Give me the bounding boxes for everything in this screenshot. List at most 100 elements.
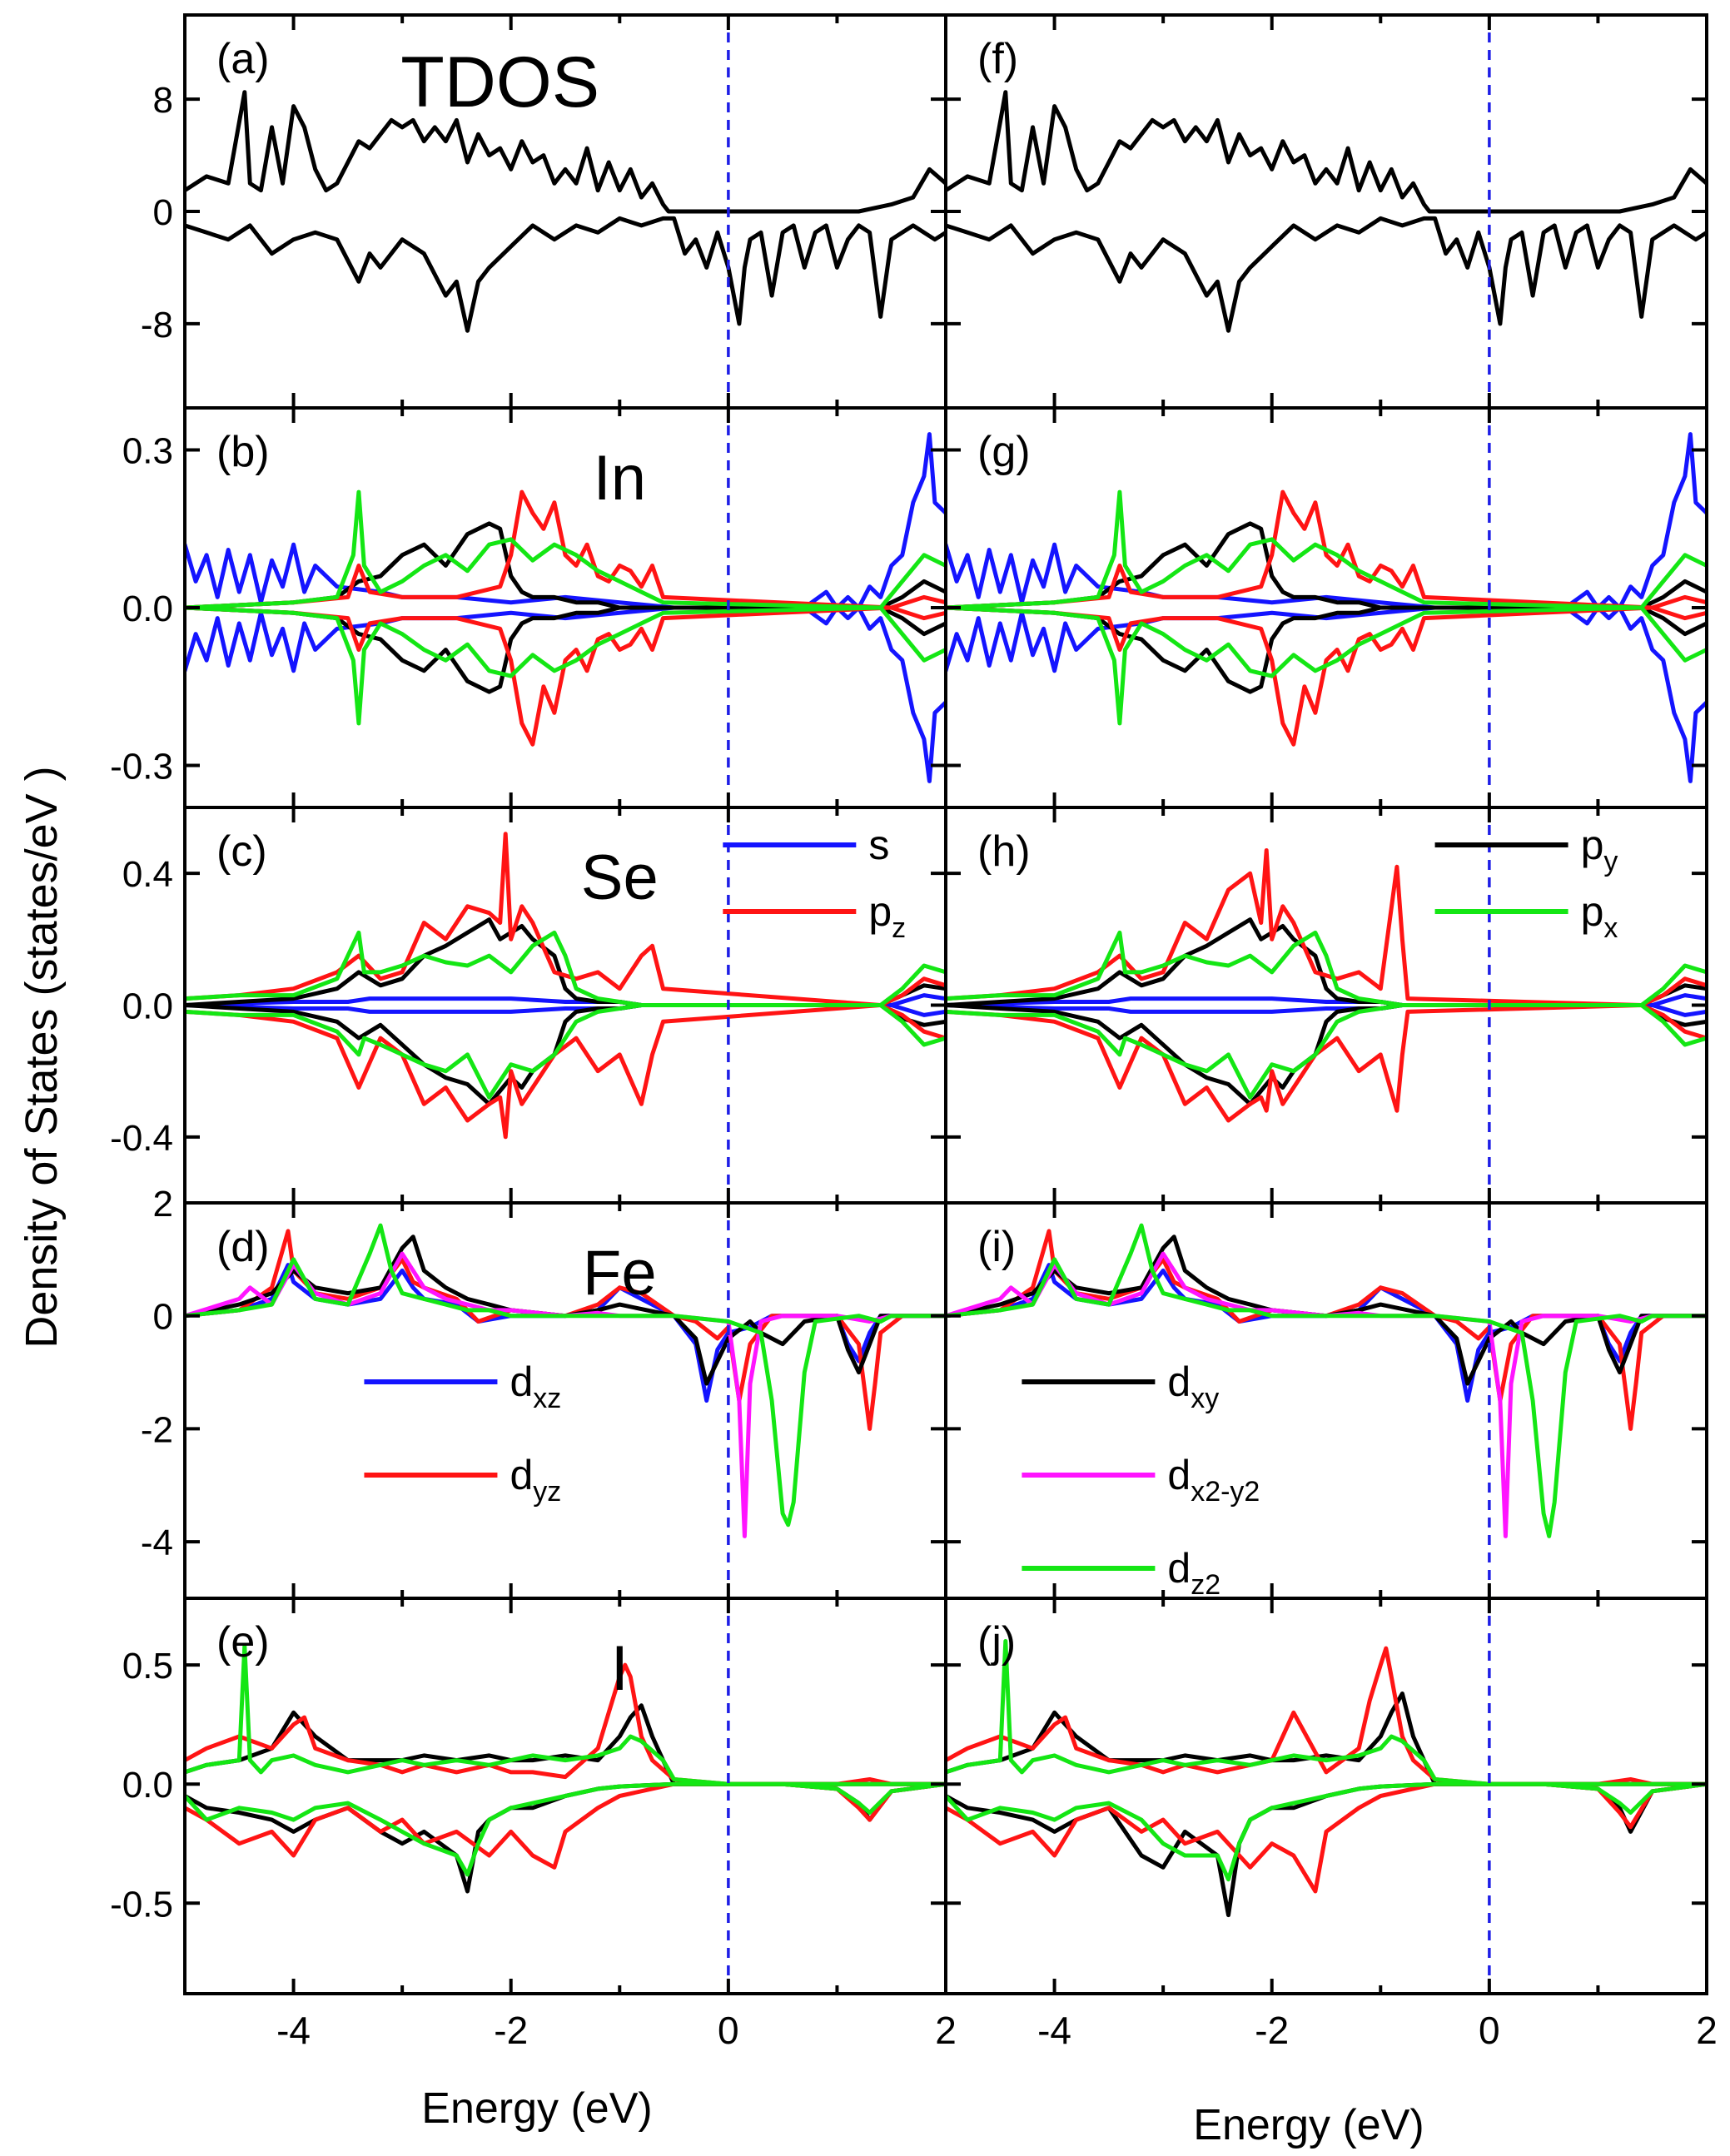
series-line-px-up (946, 489, 1707, 610)
series-line-pz-down (185, 605, 946, 747)
series-line-dxz (185, 1263, 946, 1403)
series-line-pz-down (946, 605, 1707, 747)
x-tick-label: -4 (276, 2009, 311, 2052)
series-line-py-down (185, 1003, 946, 1106)
series-line-s-down (946, 605, 1707, 783)
legend-label: s (868, 822, 889, 868)
series-group (946, 1223, 1707, 1538)
series-line-s-down (185, 605, 946, 783)
y-tick-label: 0.4 (122, 854, 173, 895)
panel-label: (b) (216, 428, 270, 476)
series-group (185, 90, 946, 333)
series-group (185, 432, 946, 783)
series-line-s-up (185, 432, 946, 610)
series-line-px-down (185, 1781, 946, 1877)
x-axis-label-right: Energy (eV) (1193, 2101, 1424, 2149)
y-tick-label: 0.0 (122, 986, 173, 1027)
series-group (946, 432, 1707, 783)
legend-subscript: yz (533, 1476, 561, 1508)
panel-a: 8 0 -8 (a) TDOS (141, 13, 947, 410)
legend-label: py (1581, 822, 1618, 877)
y-tick-label: 0.0 (122, 1765, 173, 1806)
y-tick-label: 0.3 (122, 431, 173, 472)
panel-h: (h) py px (944, 806, 1708, 1205)
series-line-pz-down (185, 1003, 946, 1140)
panel-label: (c) (216, 827, 267, 876)
series-line-tdos-down (185, 216, 946, 333)
y-tick-label: -0.3 (110, 746, 173, 787)
series-line-px-up (946, 1639, 1707, 1786)
series-line-dyz (185, 1229, 946, 1431)
panel-label: (d) (216, 1223, 270, 1271)
panel-label: (h) (977, 827, 1031, 876)
series-line-px-up (185, 930, 946, 1007)
y-tick-label: -2 (141, 1409, 173, 1450)
y-tick-label: 0 (153, 1297, 173, 1338)
legend-subscript: x2-y2 (1191, 1476, 1260, 1508)
panel-label: (a) (216, 35, 270, 83)
panel-b: 0.3 0.0 -0.3 (b) In (110, 406, 947, 809)
series-group (946, 1639, 1707, 1918)
series-line-px-down (946, 1003, 1707, 1100)
panel-g: (g) (944, 406, 1708, 809)
legend-subscript: xy (1191, 1383, 1219, 1414)
series-line-dyz (946, 1229, 1707, 1431)
legend-label: dxy (1167, 1359, 1219, 1414)
series-line-py-up (185, 1703, 946, 1786)
legend-subscript: z (892, 912, 906, 944)
panel-label: (e) (216, 1618, 270, 1667)
series-line-py-down (946, 605, 1707, 694)
series-line-pz-up (185, 489, 946, 610)
series-line-px-up (946, 930, 1707, 1007)
series-group (185, 1223, 946, 1538)
panel-e: 0.5 0.0 -0.5 (e) I -4 -2 0 2 (110, 1597, 957, 2052)
series-line-tdos-down (946, 216, 1707, 333)
species-label: In (594, 443, 646, 514)
series-line-s-down (946, 1003, 1707, 1017)
species-label: Fe (583, 1238, 657, 1309)
x-tick-label: 2 (935, 2009, 957, 2052)
series-line-pz-up (185, 1662, 946, 1786)
x-tick-label: 2 (1696, 2009, 1718, 2052)
y-tick-label: 2 (153, 1184, 173, 1225)
series-line-py-down (946, 1003, 1707, 1106)
panel-c: 0.4 0.0 -0.4 (c) Se s pz (110, 806, 947, 1205)
panel-i: (i) dxy dx2-y2 dz2 (944, 1201, 1708, 1601)
panel-label: (f) (977, 35, 1018, 83)
series-group (185, 1643, 946, 1894)
series-line-pz-up (185, 832, 946, 1007)
series-line-py-down (185, 605, 946, 694)
y-tick-label: 8 (153, 80, 173, 121)
series-line-s-up (946, 432, 1707, 610)
legend-subscript: xz (533, 1383, 561, 1414)
y-tick-label: 0 (153, 192, 173, 233)
x-tick-label: 0 (718, 2009, 739, 2052)
series-group (946, 90, 1707, 333)
series-line-px-down (185, 1003, 946, 1100)
series-line-dxy (185, 1234, 946, 1386)
y-axis-label: Density of States (states/eV ) (17, 766, 67, 1348)
series-line-pz-down (946, 1003, 1707, 1123)
y-tick-label: 0.5 (122, 1646, 173, 1687)
legend-label: dz2 (1167, 1545, 1220, 1601)
panel-label: (i) (977, 1223, 1016, 1271)
y-tick-label: 0.0 (122, 589, 173, 629)
x-tick-label: -2 (1255, 2009, 1289, 2052)
series-line-dxy (946, 1234, 1707, 1386)
y-tick-label: -0.5 (110, 1884, 173, 1925)
series-line-dz2 (946, 1223, 1707, 1538)
x-tick-label: -2 (494, 2009, 528, 2052)
series-line-dx2-y2 (946, 1251, 1707, 1538)
y-tick-label: -0.4 (110, 1118, 173, 1159)
legend-label: dyz (510, 1452, 561, 1508)
y-tick-label: -8 (141, 305, 173, 345)
series-line-px-up (185, 489, 946, 610)
legend-label: pz (868, 888, 906, 944)
series-line-dz2 (185, 1223, 946, 1528)
x-tick-label: -4 (1037, 2009, 1071, 2052)
series-line-px-down (185, 605, 946, 726)
panel-frame (944, 1597, 1708, 1995)
panel-frame (944, 1201, 1708, 1600)
panel-frame (183, 1201, 947, 1600)
